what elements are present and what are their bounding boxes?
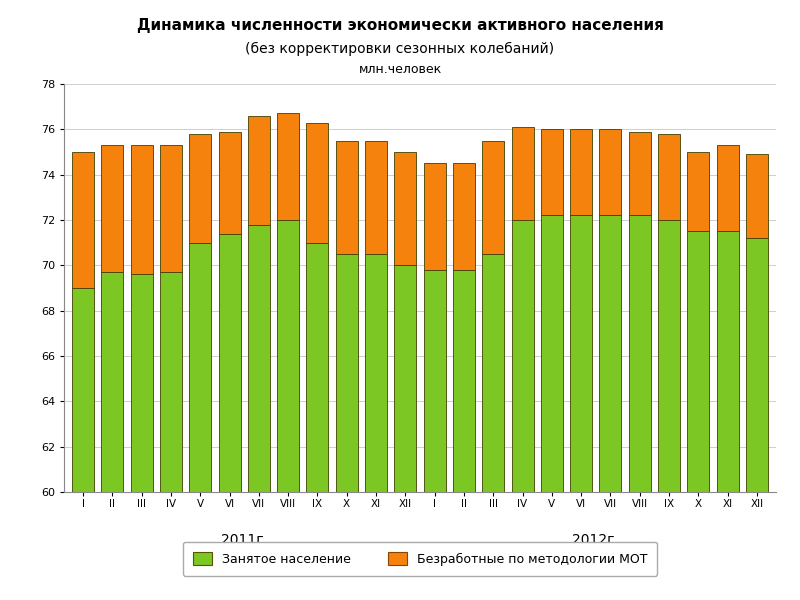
Bar bbox=[130, 145, 153, 274]
Bar bbox=[746, 238, 768, 600]
Bar bbox=[277, 220, 299, 600]
Bar bbox=[453, 270, 475, 600]
Bar bbox=[629, 215, 650, 600]
Bar bbox=[599, 215, 622, 600]
Text: (без корректировки сезонных колебаний): (без корректировки сезонных колебаний) bbox=[246, 42, 554, 56]
Bar bbox=[746, 154, 768, 238]
Bar bbox=[394, 152, 416, 265]
Text: 2011г.: 2011г. bbox=[221, 533, 268, 547]
Bar bbox=[190, 134, 211, 242]
Bar bbox=[717, 232, 738, 600]
Text: млн.человек: млн.человек bbox=[358, 63, 442, 76]
Bar bbox=[365, 254, 387, 600]
Bar bbox=[424, 270, 446, 600]
Bar bbox=[160, 272, 182, 600]
Bar bbox=[629, 131, 650, 215]
Bar bbox=[687, 152, 710, 232]
Bar bbox=[336, 254, 358, 600]
Bar bbox=[424, 163, 446, 270]
Bar bbox=[248, 116, 270, 224]
Bar bbox=[160, 145, 182, 272]
Bar bbox=[687, 232, 710, 600]
Bar bbox=[306, 242, 329, 600]
Bar bbox=[717, 145, 738, 232]
Bar bbox=[541, 215, 563, 600]
Bar bbox=[570, 215, 592, 600]
Bar bbox=[599, 130, 622, 215]
Bar bbox=[658, 134, 680, 220]
Bar bbox=[365, 140, 387, 254]
Bar bbox=[394, 265, 416, 600]
Bar bbox=[130, 274, 153, 600]
Text: 2012г.: 2012г. bbox=[572, 533, 619, 547]
Text: Динамика численности экономически активного населения: Динамика численности экономически активн… bbox=[137, 18, 663, 33]
Bar bbox=[306, 122, 329, 242]
Bar bbox=[482, 254, 504, 600]
Bar bbox=[102, 272, 123, 600]
Bar bbox=[453, 163, 475, 270]
Bar bbox=[336, 140, 358, 254]
Bar bbox=[248, 224, 270, 600]
Bar bbox=[190, 242, 211, 600]
Bar bbox=[102, 145, 123, 272]
Bar bbox=[72, 152, 94, 288]
Bar bbox=[218, 131, 241, 233]
Bar bbox=[541, 130, 563, 215]
Bar bbox=[658, 220, 680, 600]
Bar bbox=[72, 288, 94, 600]
Bar bbox=[511, 127, 534, 220]
Bar bbox=[482, 140, 504, 254]
Bar bbox=[277, 113, 299, 220]
Bar bbox=[570, 130, 592, 215]
Bar bbox=[511, 220, 534, 600]
Bar bbox=[218, 233, 241, 600]
Legend: Занятое население, Безработные по методологии МОТ: Занятое население, Безработные по методо… bbox=[183, 542, 657, 575]
